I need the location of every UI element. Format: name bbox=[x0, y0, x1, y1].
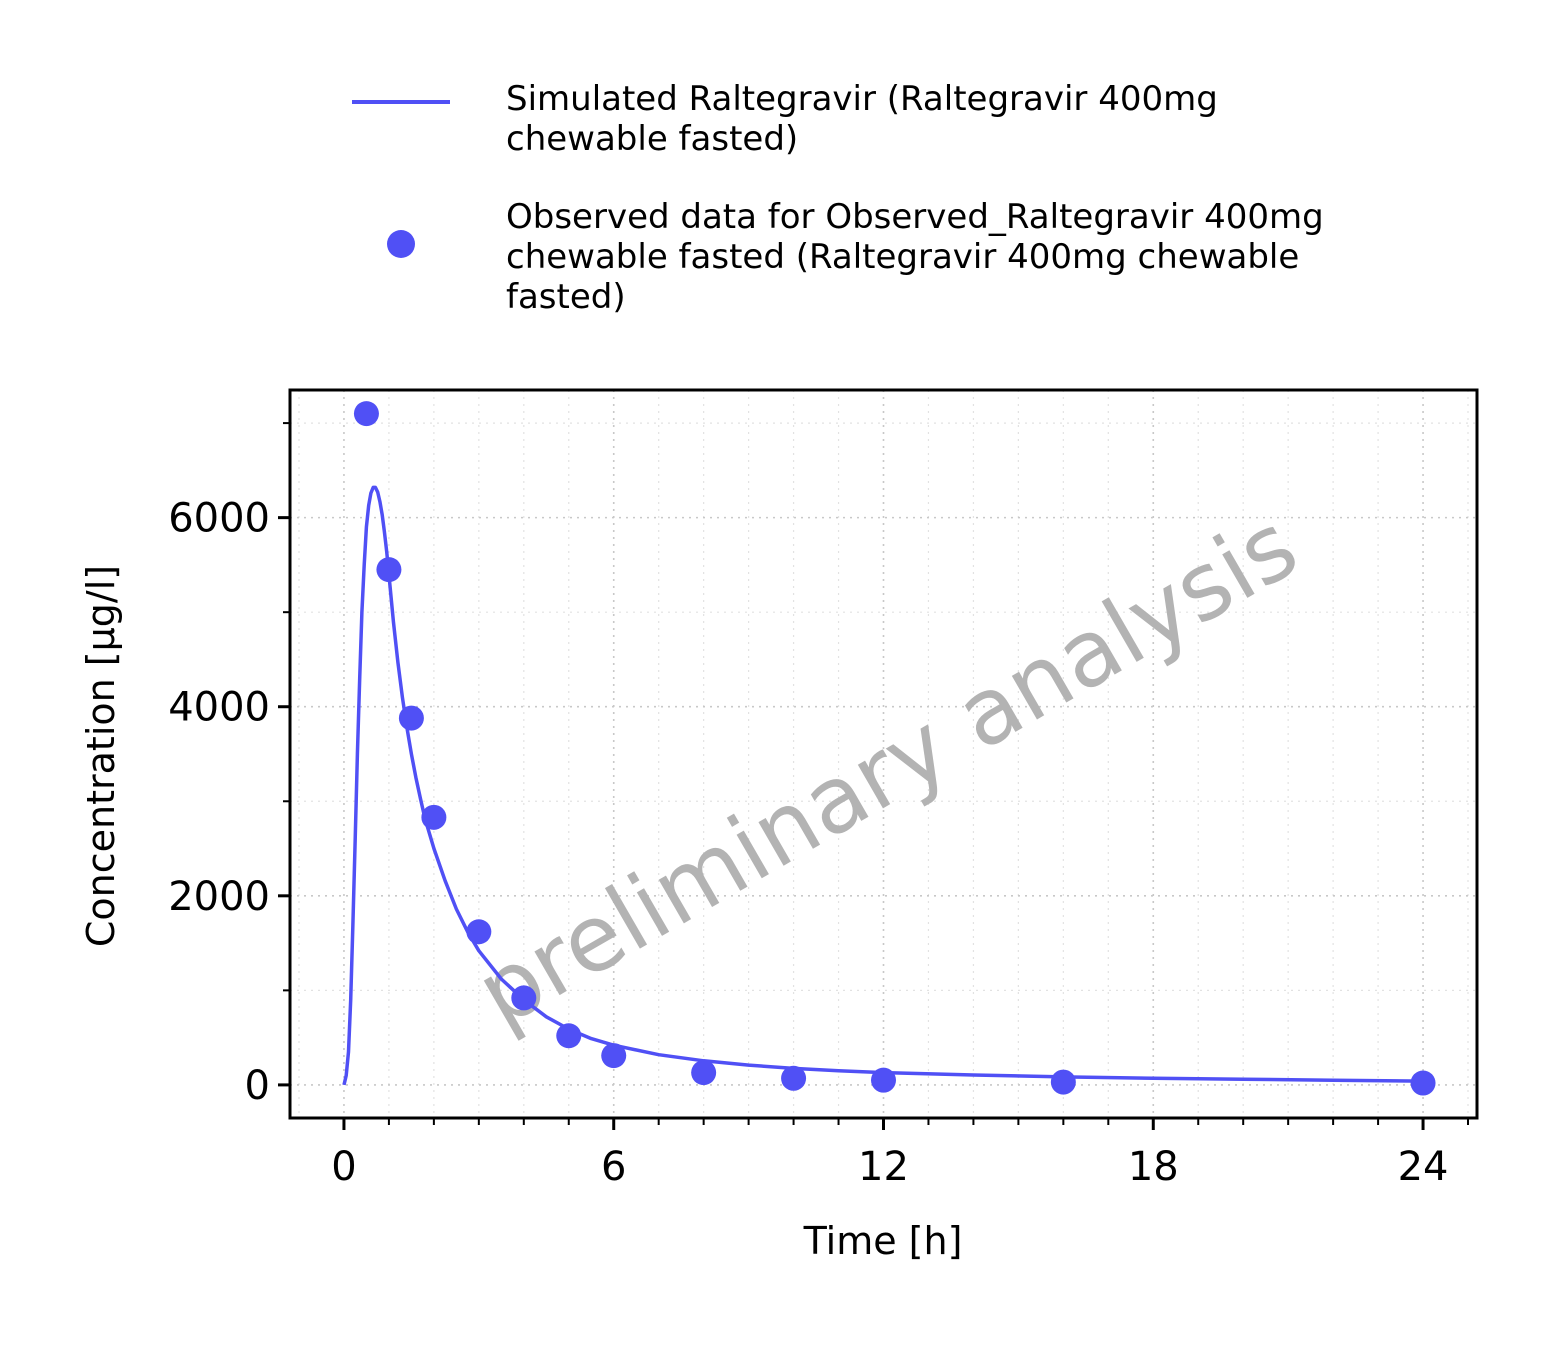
legend: Simulated Raltegravir (Raltegravir 400mg… bbox=[352, 79, 1324, 317]
y-tick-label: 0 bbox=[245, 1063, 270, 1109]
x-tick-label: 0 bbox=[331, 1144, 356, 1190]
legend-point-swatch bbox=[387, 230, 415, 258]
observed-point bbox=[511, 985, 537, 1011]
observed-point bbox=[871, 1067, 896, 1093]
observed-point bbox=[398, 705, 424, 731]
series bbox=[342, 401, 1436, 1096]
observed-point bbox=[691, 1060, 717, 1086]
x-tick-label: 6 bbox=[601, 1144, 626, 1190]
simulated-line bbox=[342, 485, 1424, 1086]
x-axis-title: Time [h] bbox=[803, 1219, 963, 1263]
y-tick-label: 6000 bbox=[168, 496, 270, 542]
observed-point bbox=[421, 804, 447, 830]
axis-ticks: 0 6 12 18 24 0 2000 4000 6000 bbox=[168, 422, 1470, 1190]
grid bbox=[290, 390, 1477, 1118]
y-axis-title: Concentration [µg/l] bbox=[79, 565, 123, 947]
x-tick-label: 18 bbox=[1128, 1144, 1179, 1190]
observed-point bbox=[376, 557, 402, 583]
legend-label-simulated-line1: Simulated Raltegravir (Raltegravir 400mg bbox=[506, 79, 1218, 119]
observed-point bbox=[601, 1043, 627, 1069]
legend-label-observed-line1: Observed data for Observed_Raltegravir 4… bbox=[506, 197, 1324, 237]
observed-point bbox=[556, 1023, 582, 1049]
legend-label-simulated-line2: chewable fasted) bbox=[506, 119, 798, 159]
observed-point bbox=[1410, 1070, 1436, 1096]
y-tick-label: 2000 bbox=[168, 874, 270, 920]
legend-label-observed-line3: fasted) bbox=[506, 277, 626, 317]
observed-point bbox=[466, 919, 492, 945]
watermark: preliminary analysis bbox=[459, 492, 1314, 1048]
observed-point bbox=[353, 401, 379, 427]
x-tick-label: 12 bbox=[858, 1144, 909, 1190]
observed-point bbox=[781, 1065, 807, 1091]
y-tick-label: 4000 bbox=[168, 685, 270, 731]
observed-point bbox=[1050, 1069, 1076, 1095]
x-tick-label: 24 bbox=[1398, 1144, 1449, 1190]
legend-label-observed-line2: chewable fasted (Raltegravir 400mg chewa… bbox=[506, 237, 1299, 277]
